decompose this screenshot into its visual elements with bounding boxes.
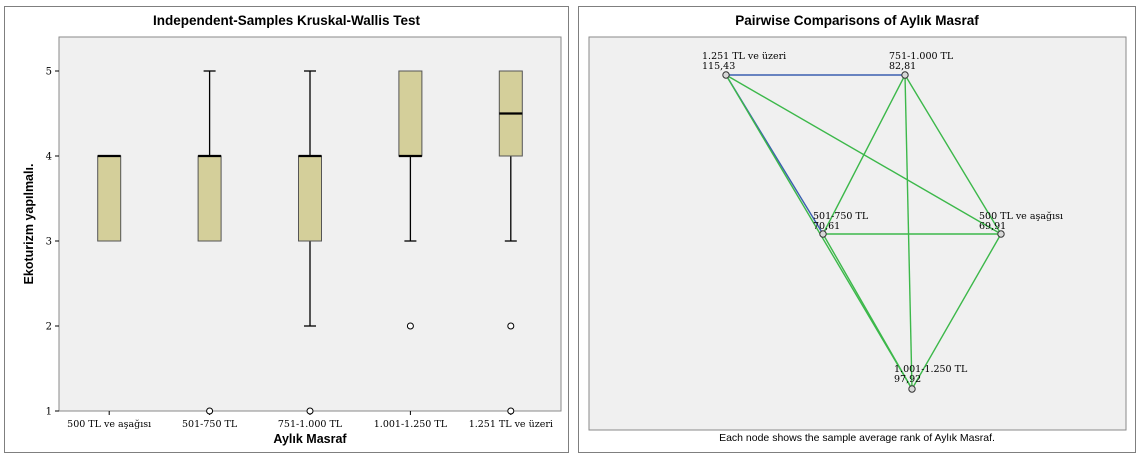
box-0 xyxy=(98,156,121,241)
iqr-box xyxy=(198,156,221,241)
y-tick-label-4: 5 xyxy=(46,67,52,78)
y-tick-label-3: 4 xyxy=(46,152,52,163)
iqr-box xyxy=(98,156,121,241)
outlier-0 xyxy=(207,408,213,414)
pairwise-footnote: Each node shows the sample average rank … xyxy=(579,432,1135,444)
y-tick-label-2: 3 xyxy=(46,237,52,248)
x-tick-label-4: 1.251 TL ve üzeri xyxy=(469,419,553,430)
iqr-box xyxy=(399,71,422,156)
node-rank: 82,81 xyxy=(889,61,916,72)
y-axis-title: Ekoturizm yapılmalı. xyxy=(22,164,36,285)
node-rank: 70,61 xyxy=(813,221,840,232)
x-axis-title: Aylık Masraf xyxy=(273,432,347,446)
boxplot-panel: Independent-Samples Kruskal-Wallis Test … xyxy=(4,6,569,453)
node-marker xyxy=(902,72,908,78)
outlier-1 xyxy=(508,408,514,414)
outlier-0 xyxy=(407,323,413,329)
node-marker xyxy=(723,72,729,78)
x-tick-label-1: 501-750 TL xyxy=(182,419,238,430)
pairwise-panel: Pairwise Comparisons of Aylık Masraf 1.2… xyxy=(578,6,1136,453)
x-tick-label-3: 1.001-1.250 TL xyxy=(374,419,448,430)
node-rank: 69,91 xyxy=(979,221,1006,232)
node-rank: 115,43 xyxy=(702,61,735,72)
outlier-0 xyxy=(307,408,313,414)
y-tick-label-0: 1 xyxy=(46,407,52,418)
node-rank: 97,92 xyxy=(894,374,921,385)
boxplot-chart: 1 2 3 4 5 500 TL ve aşağısı 501-750 TL 751-1.00… xyxy=(5,7,570,454)
x-tick-label-2: 751-1.000 TL xyxy=(278,419,343,430)
x-tick-label-0: 500 TL ve aşağısı xyxy=(67,419,151,430)
outlier-0 xyxy=(508,323,514,329)
iqr-box xyxy=(299,156,322,241)
node-marker xyxy=(909,386,915,392)
y-tick-label-1: 2 xyxy=(46,322,52,333)
